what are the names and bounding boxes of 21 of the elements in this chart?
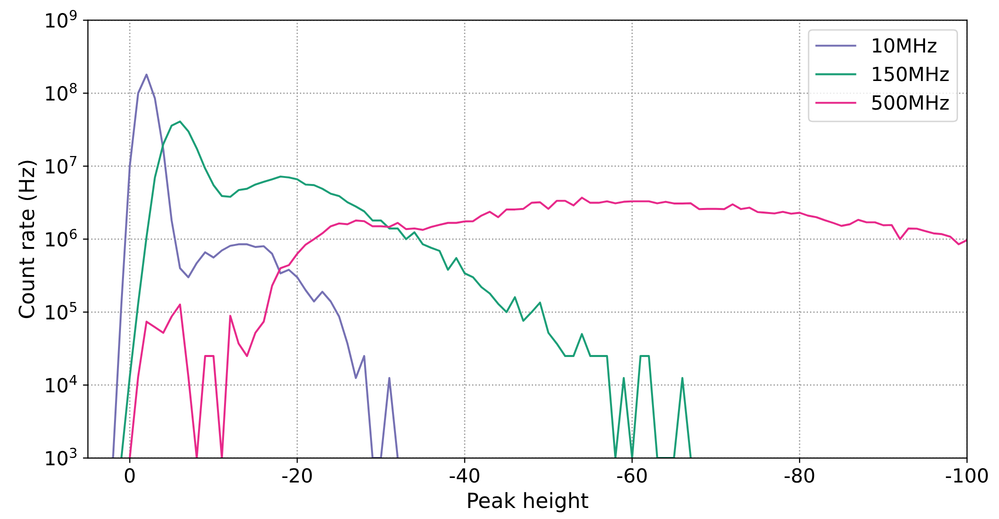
- x-tick-label: -80: [784, 468, 814, 483]
- legend-label: 500MHz: [872, 95, 949, 110]
- y-tick-label: 10$^{6}$: [46, 228, 77, 247]
- y-tick-label: 10$^{7}$: [46, 156, 76, 174]
- x-tick-label: -100: [946, 468, 988, 483]
- y-tick-label: 10$^{8}$: [46, 82, 77, 101]
- line-series: [112, 74, 399, 458]
- legend-label: 10MHz: [872, 38, 936, 53]
- y-tick-label: 10$^{3}$: [46, 448, 76, 466]
- x-axis-title: Peak height: [468, 492, 588, 512]
- line-series: [128, 196, 968, 458]
- x-tick-label: -60: [617, 468, 647, 483]
- x-tick-label: 0: [124, 468, 135, 483]
- legend-label: 150MHz: [872, 66, 949, 82]
- y-tick-label: 10$^{5}$: [46, 302, 76, 320]
- y-axis-title: Count rate (Hz): [18, 160, 37, 318]
- y-tick-label: 10$^{9}$: [46, 10, 77, 28]
- x-tick-label: -40: [450, 468, 480, 483]
- y-tick-label: 10$^{4}$: [46, 374, 77, 393]
- line-series: [120, 120, 692, 458]
- x-tick-label: -20: [282, 468, 312, 483]
